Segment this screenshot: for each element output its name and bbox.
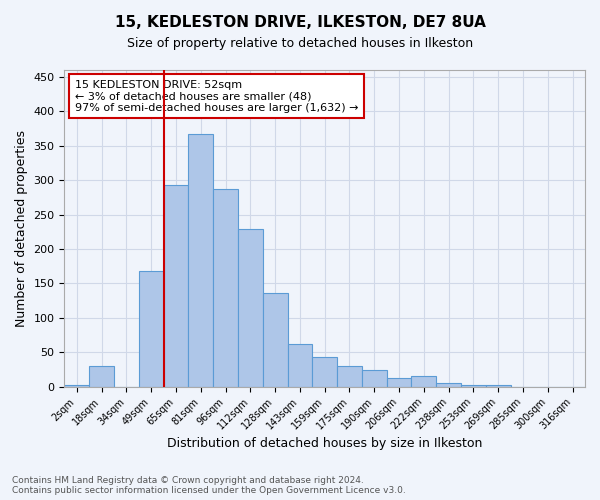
Text: Size of property relative to detached houses in Ilkeston: Size of property relative to detached ho… xyxy=(127,38,473,51)
Bar xyxy=(412,376,436,386)
Bar xyxy=(337,366,362,386)
Bar xyxy=(436,384,461,386)
Bar xyxy=(313,357,337,386)
Bar xyxy=(64,384,89,386)
Text: 15 KEDLESTON DRIVE: 52sqm
← 3% of detached houses are smaller (48)
97% of semi-d: 15 KEDLESTON DRIVE: 52sqm ← 3% of detach… xyxy=(75,80,358,112)
Bar xyxy=(213,189,238,386)
Text: 15, KEDLESTON DRIVE, ILKESTON, DE7 8UA: 15, KEDLESTON DRIVE, ILKESTON, DE7 8UA xyxy=(115,15,485,30)
Bar xyxy=(164,185,188,386)
Bar xyxy=(89,366,114,386)
Text: Contains HM Land Registry data © Crown copyright and database right 2024.
Contai: Contains HM Land Registry data © Crown c… xyxy=(12,476,406,495)
Y-axis label: Number of detached properties: Number of detached properties xyxy=(15,130,28,327)
Bar xyxy=(362,370,386,386)
Bar xyxy=(263,293,287,386)
Bar xyxy=(386,378,412,386)
Bar xyxy=(238,229,263,386)
Bar xyxy=(188,134,213,386)
X-axis label: Distribution of detached houses by size in Ilkeston: Distribution of detached houses by size … xyxy=(167,437,482,450)
Bar xyxy=(287,344,313,387)
Bar xyxy=(139,271,164,386)
